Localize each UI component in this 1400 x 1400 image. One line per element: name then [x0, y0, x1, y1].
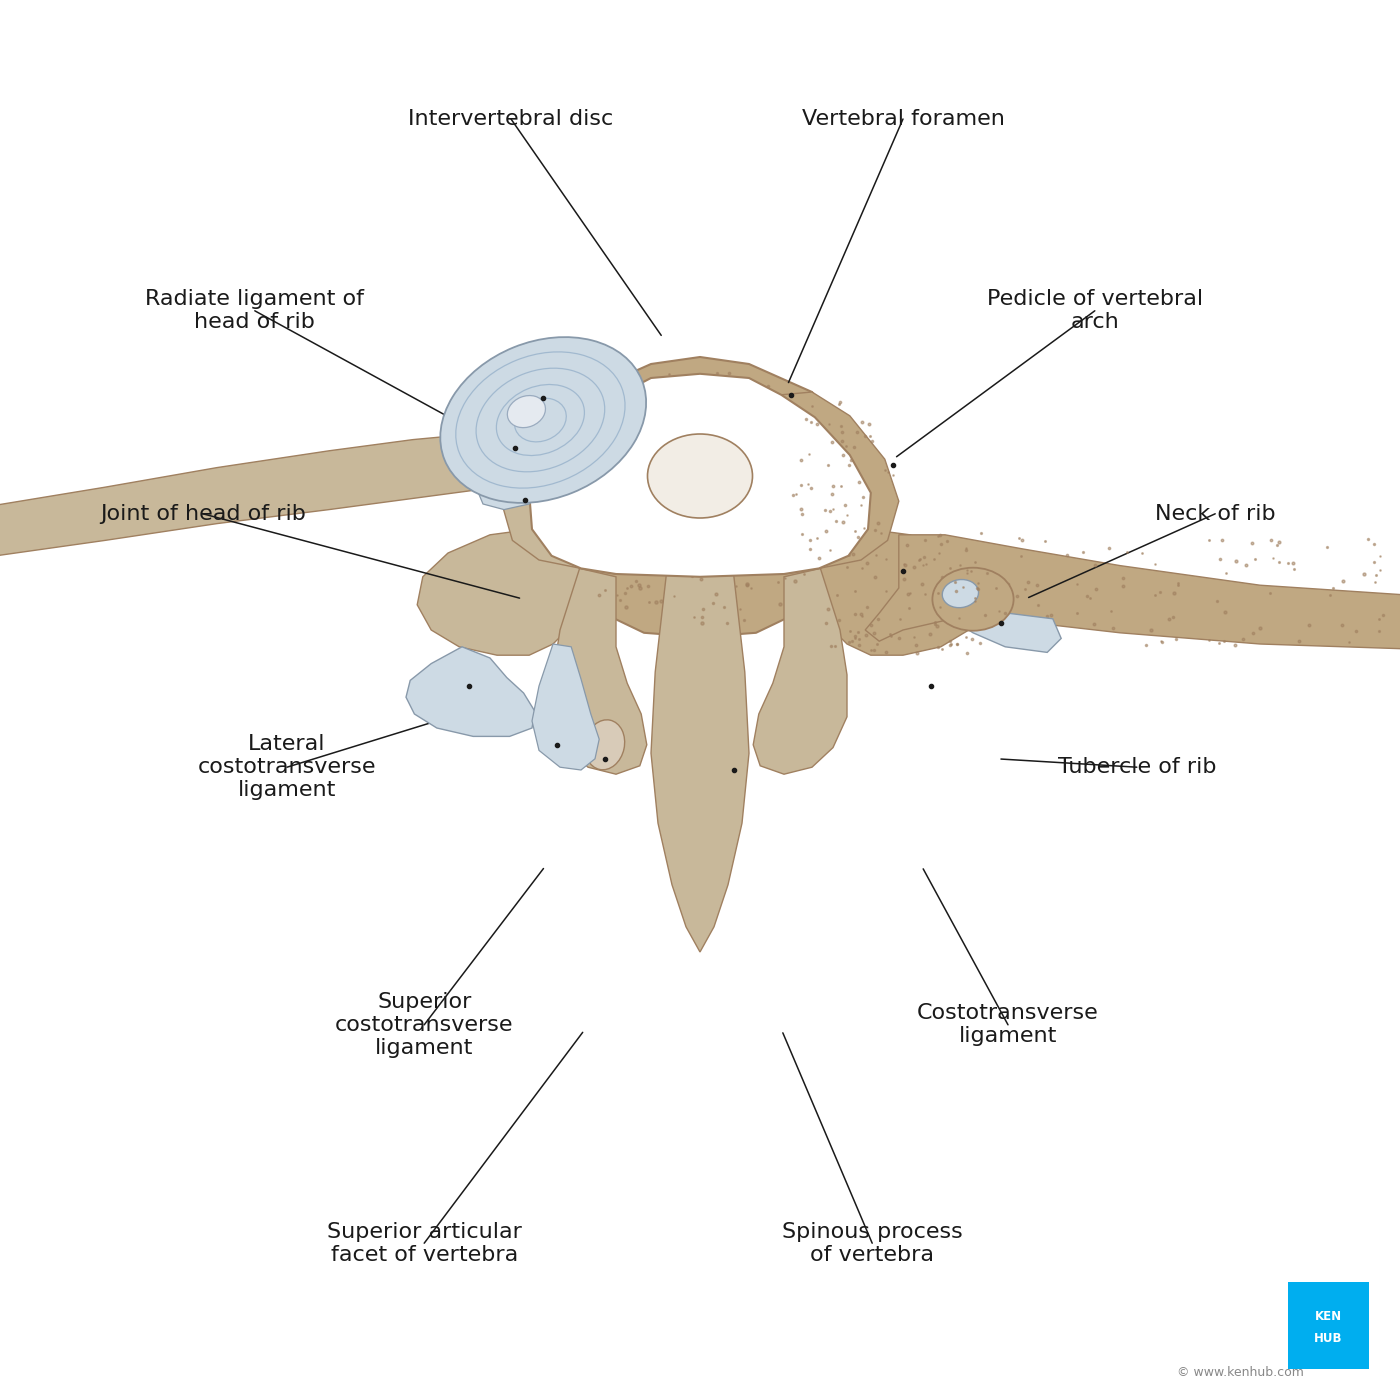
- Polygon shape: [476, 423, 546, 510]
- Text: Superior articular
facet of vertebra: Superior articular facet of vertebra: [326, 1222, 522, 1264]
- Text: Costotransverse
ligament: Costotransverse ligament: [917, 1004, 1099, 1046]
- Text: KEN: KEN: [1315, 1309, 1343, 1323]
- Polygon shape: [651, 574, 749, 952]
- Polygon shape: [553, 568, 647, 774]
- Text: Vertebral foramen: Vertebral foramen: [802, 109, 1004, 129]
- Polygon shape: [0, 434, 518, 557]
- Polygon shape: [417, 529, 581, 655]
- Text: Superior
costotransverse
ligament: Superior costotransverse ligament: [335, 991, 514, 1058]
- Polygon shape: [781, 392, 899, 574]
- Polygon shape: [945, 599, 1061, 652]
- Ellipse shape: [585, 720, 624, 770]
- Polygon shape: [753, 568, 847, 774]
- Ellipse shape: [942, 580, 979, 608]
- Text: Intervertebral disc: Intervertebral disc: [409, 109, 613, 129]
- FancyBboxPatch shape: [1288, 1282, 1369, 1369]
- Ellipse shape: [932, 568, 1014, 630]
- Polygon shape: [539, 357, 861, 637]
- Polygon shape: [532, 644, 599, 770]
- Polygon shape: [865, 535, 1400, 650]
- Text: Spinous process
of vertebra: Spinous process of vertebra: [781, 1222, 963, 1264]
- Polygon shape: [406, 647, 535, 736]
- Polygon shape: [819, 529, 983, 655]
- Text: Neck of rib: Neck of rib: [1155, 504, 1275, 524]
- Text: Pedicle of vertebral
arch: Pedicle of vertebral arch: [987, 290, 1203, 332]
- Ellipse shape: [507, 396, 546, 427]
- Ellipse shape: [440, 337, 647, 503]
- Ellipse shape: [647, 434, 753, 518]
- Polygon shape: [501, 392, 619, 574]
- Text: © www.kenhub.com: © www.kenhub.com: [1177, 1365, 1303, 1379]
- Text: Tubercle of rib: Tubercle of rib: [1057, 757, 1217, 777]
- Text: Lateral
costotransverse
ligament: Lateral costotransverse ligament: [197, 734, 377, 801]
- Text: Joint of head of rib: Joint of head of rib: [99, 504, 307, 524]
- Text: HUB: HUB: [1315, 1331, 1343, 1345]
- Text: Radiate ligament of
head of rib: Radiate ligament of head of rib: [146, 290, 364, 332]
- Polygon shape: [529, 374, 871, 577]
